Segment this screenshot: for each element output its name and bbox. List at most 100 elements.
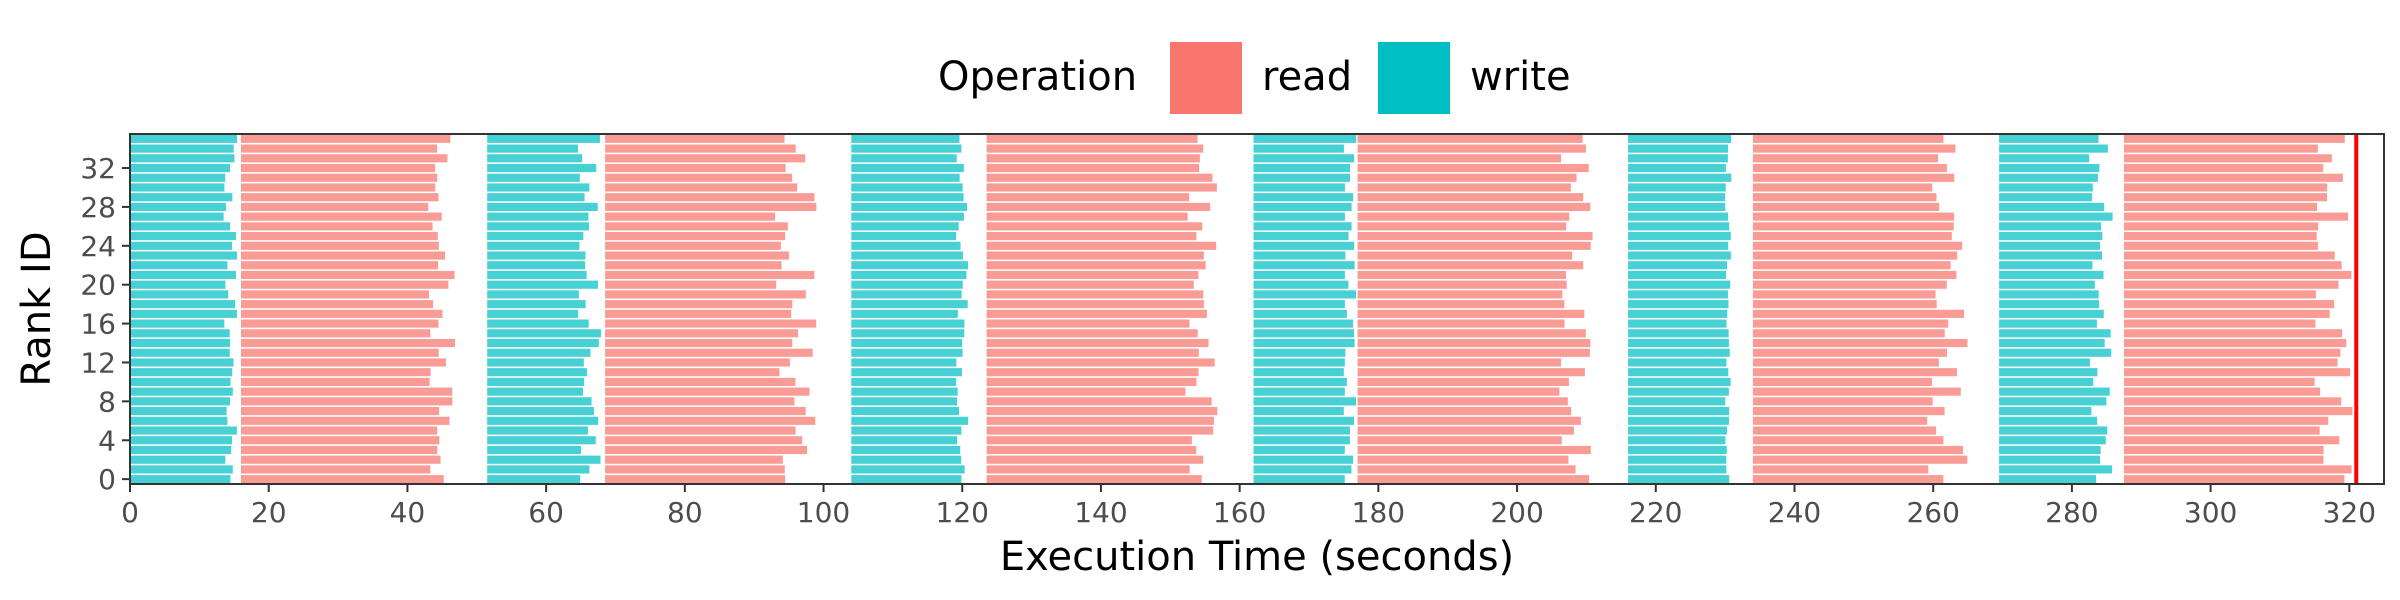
y-tick-label-28: 28	[80, 191, 116, 224]
bar-read-rank-19-phase-7	[1357, 290, 1563, 299]
bar-read-rank-29-phase-3	[605, 193, 815, 202]
bar-read-rank-22-phase-11	[2123, 261, 2342, 270]
bar-write-rank-33-phase-10	[1999, 154, 2090, 163]
y-tick-label-16: 16	[80, 308, 116, 341]
bar-write-rank-5-phase-8	[1628, 426, 1727, 435]
bar-write-rank-15-phase-10	[1999, 329, 2111, 338]
bar-write-rank-8-phase-2	[487, 397, 592, 406]
bar-write-rank-27-phase-2	[487, 212, 589, 221]
bar-write-rank-26-phase-4	[851, 222, 959, 231]
bar-read-rank-25-phase-1	[240, 232, 438, 241]
bar-write-rank-17-phase-0	[130, 309, 237, 318]
bar-read-rank-13-phase-11	[2123, 348, 2341, 357]
bar-write-rank-4-phase-0	[130, 436, 232, 445]
bar-read-rank-14-phase-3	[605, 338, 793, 348]
y-tick-label-32: 32	[80, 152, 116, 185]
bar-write-rank-4-phase-8	[1628, 436, 1726, 445]
bar-write-rank-12-phase-4	[851, 358, 957, 367]
bar-write-rank-31-phase-6	[1253, 173, 1351, 182]
bar-read-rank-9-phase-5	[986, 387, 1186, 396]
bar-read-rank-3-phase-11	[2123, 445, 2324, 455]
bar-write-rank-3-phase-2	[487, 445, 582, 455]
bar-read-rank-10-phase-5	[986, 377, 1197, 386]
bar-read-rank-25-phase-11	[2123, 232, 2317, 241]
bar-write-rank-3-phase-0	[130, 445, 232, 455]
bar-read-rank-25-phase-3	[605, 232, 786, 241]
bar-write-rank-27-phase-0	[130, 212, 224, 221]
bar-write-rank-32-phase-6	[1253, 163, 1351, 173]
bar-write-rank-19-phase-0	[130, 290, 229, 299]
bar-read-rank-27-phase-1	[240, 212, 442, 221]
bar-write-rank-23-phase-6	[1253, 251, 1346, 260]
bar-write-rank-13-phase-2	[487, 348, 591, 357]
bar-write-rank-25-phase-8	[1628, 232, 1731, 241]
bar-read-rank-1-phase-3	[605, 465, 785, 474]
bar-read-rank-22-phase-5	[986, 261, 1206, 270]
bar-read-rank-33-phase-9	[1752, 154, 1939, 163]
bar-write-rank-14-phase-2	[487, 338, 599, 348]
bar-write-rank-23-phase-10	[1999, 251, 2103, 260]
bar-read-rank-14-phase-11	[2123, 338, 2347, 348]
bar-write-rank-11-phase-6	[1253, 368, 1344, 377]
bar-read-rank-2-phase-9	[1752, 455, 1968, 464]
x-tick-label-20: 20	[251, 496, 287, 529]
bar-write-rank-28-phase-4	[851, 202, 968, 211]
bar-read-rank-35-phase-3	[605, 134, 785, 143]
bar-read-rank-12-phase-3	[605, 358, 790, 367]
bar-read-rank-1-phase-11	[2123, 465, 2352, 474]
bar-read-rank-24-phase-5	[986, 241, 1217, 250]
bar-read-rank-17-phase-1	[240, 309, 443, 318]
bar-write-rank-4-phase-2	[487, 436, 596, 445]
bar-read-rank-0-phase-7	[1357, 475, 1590, 484]
bar-write-rank-35-phase-4	[851, 134, 960, 143]
bar-write-rank-14-phase-6	[1253, 338, 1355, 348]
bar-read-rank-10-phase-11	[2123, 377, 2315, 386]
bar-write-rank-20-phase-10	[1999, 280, 2095, 289]
y-tick-label-4: 4	[98, 424, 116, 457]
bar-write-rank-10-phase-2	[487, 377, 585, 386]
bar-read-rank-28-phase-5	[986, 202, 1211, 211]
bar-write-rank-20-phase-8	[1628, 280, 1731, 289]
x-tick-label-120: 120	[936, 496, 989, 529]
bar-write-rank-33-phase-2	[487, 154, 583, 163]
bar-read-rank-12-phase-11	[2123, 358, 2338, 367]
bar-read-rank-33-phase-7	[1357, 154, 1562, 163]
bar-write-rank-11-phase-2	[487, 368, 588, 377]
bar-read-rank-3-phase-1	[240, 445, 438, 455]
bar-read-rank-19-phase-9	[1752, 290, 1936, 299]
bar-write-rank-7-phase-4	[851, 407, 960, 416]
bar-read-rank-24-phase-3	[605, 241, 781, 250]
bar-write-rank-31-phase-0	[130, 173, 226, 182]
bar-write-rank-19-phase-6	[1253, 290, 1357, 299]
bar-write-rank-18-phase-2	[487, 300, 586, 309]
bar-write-rank-25-phase-10	[1999, 232, 2103, 241]
bar-read-rank-21-phase-1	[240, 270, 455, 280]
bar-read-rank-17-phase-11	[2123, 309, 2330, 318]
bar-write-rank-2-phase-4	[851, 455, 962, 464]
bar-write-rank-14-phase-8	[1628, 338, 1729, 348]
bar-read-rank-7-phase-7	[1357, 407, 1572, 416]
bar-write-rank-30-phase-0	[130, 183, 225, 192]
bar-read-rank-19-phase-1	[240, 290, 429, 299]
bar-write-rank-0-phase-10	[1999, 475, 2097, 484]
bar-write-rank-33-phase-8	[1628, 154, 1728, 163]
bar-write-rank-7-phase-10	[1999, 407, 2092, 416]
bar-read-rank-29-phase-11	[2123, 193, 2328, 202]
bar-write-rank-1-phase-2	[487, 465, 590, 474]
bar-read-rank-35-phase-1	[240, 134, 451, 143]
bar-read-rank-25-phase-7	[1357, 232, 1593, 241]
bar-read-rank-32-phase-9	[1752, 163, 1947, 173]
legend-label-read: read	[1262, 54, 1352, 100]
bar-read-rank-32-phase-1	[240, 163, 436, 173]
bar-write-rank-30-phase-6	[1253, 183, 1345, 192]
bar-write-rank-9-phase-0	[130, 387, 233, 396]
bar-write-rank-3-phase-4	[851, 445, 961, 455]
bar-read-rank-7-phase-11	[2123, 407, 2353, 416]
bar-read-rank-11-phase-7	[1357, 368, 1585, 377]
y-tick-label-24: 24	[80, 230, 116, 263]
bar-read-rank-4-phase-7	[1357, 436, 1562, 445]
bar-write-rank-14-phase-10	[1999, 338, 2105, 348]
bar-read-rank-1-phase-7	[1357, 465, 1576, 474]
bar-write-rank-1-phase-8	[1628, 465, 1727, 474]
